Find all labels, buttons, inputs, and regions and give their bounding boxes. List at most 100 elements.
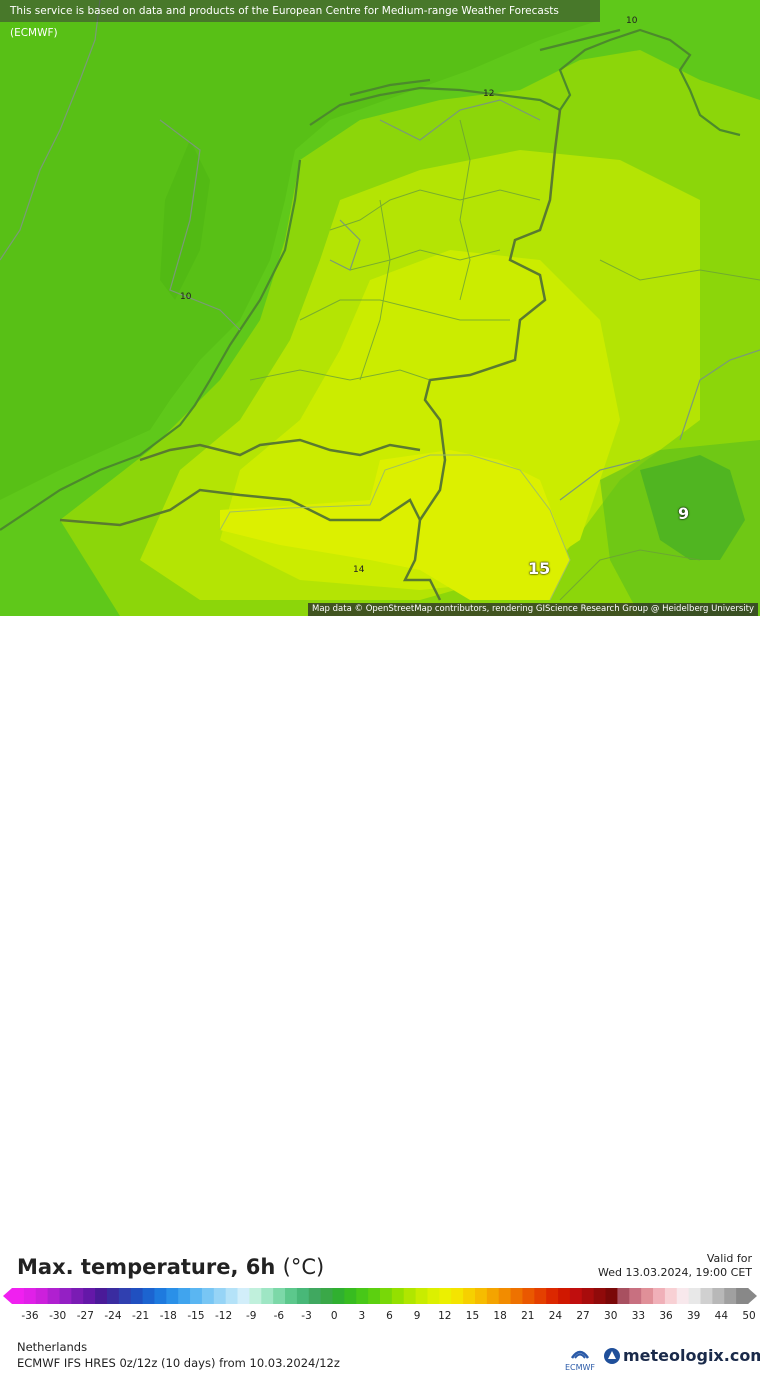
scale-tick-label: 27 [576,1310,589,1322]
legend-footer: Max. temperature, 6h (°C) Valid for Wed … [0,616,760,1372]
scale-swatch [95,1288,108,1304]
sea-zone [0,0,600,500]
scale-swatch [688,1288,702,1304]
scale-swatch [605,1288,618,1304]
scale-swatch [59,1288,72,1304]
ecmwf-logo-text: ECMWF [565,1363,595,1372]
scale-swatch [593,1288,607,1304]
scale-tick-label: 30 [604,1310,617,1322]
scale-tick-label: 3 [359,1310,366,1322]
scale-swatch [130,1288,144,1304]
min-temp-label: 9 [678,504,690,523]
scale-swatch [510,1288,523,1304]
map-attribution[interactable]: Map data © OpenStreetMap contributors, r… [308,603,758,616]
scale-swatch [190,1288,203,1304]
scale-swatch [35,1288,49,1304]
scale-swatch [368,1288,381,1304]
scale-swatch [23,1288,37,1304]
scale-swatch [261,1288,274,1304]
scale-tick-label: 36 [659,1310,673,1322]
scale-swatch [142,1288,155,1304]
scale-swatch [569,1288,583,1304]
scale-swatch [344,1288,357,1304]
scale-tick-label: 50 [742,1310,755,1322]
scale-tick-label: -27 [77,1310,94,1322]
scale-tick-label: 44 [715,1310,729,1322]
scale-swatch [617,1288,630,1304]
scale-tick-label: 24 [549,1310,563,1322]
scale-swatch [273,1288,286,1304]
scale-swatch [320,1288,334,1304]
scale-swatch [415,1288,428,1304]
scale-tick-label: 12 [438,1310,451,1322]
scale-tick-label: -24 [104,1310,121,1322]
scale-swatch [676,1288,690,1304]
scale-swatch [724,1288,737,1304]
scale-swatch [439,1288,452,1304]
scale-swatch [736,1288,749,1304]
scale-swatch [558,1288,571,1304]
title-unit: (°C) [282,1255,325,1279]
scale-swatch [154,1288,167,1304]
scale-tick-label: 15 [466,1310,479,1322]
scale-swatch [118,1288,132,1304]
scale-swatch [629,1288,642,1304]
scale-swatch [296,1288,310,1304]
scale-swatch [380,1288,393,1304]
scale-swatch [474,1288,488,1304]
scale-swatch [653,1288,666,1304]
scale-right-arrow [748,1288,757,1304]
coastline [0,28,741,531]
scale-swatch [463,1288,476,1304]
scale-swatch [641,1288,654,1304]
scale-swatch [581,1288,595,1304]
scale-tick-label: -6 [274,1310,285,1322]
title-text: Max. temperature, 6h [17,1255,276,1279]
scale-swatch [225,1288,239,1304]
map-canvas [0,0,760,616]
contour-label-10-west: 10 [180,292,192,302]
scale-swatch [285,1288,298,1304]
ecmwf-notice: This service is based on data and produc… [0,0,600,39]
scale-tick-label: 33 [632,1310,645,1322]
scale-swatch [546,1288,559,1304]
scale-swatch [12,1288,25,1304]
scale-swatch [237,1288,250,1304]
scale-tick-label: -15 [187,1310,204,1322]
contour-label-10-north: 10 [626,16,638,26]
max-temp-label: 15 [528,559,551,578]
valid-time: Wed 13.03.2024, 19:00 CET [598,1266,752,1279]
scale-swatch [213,1288,227,1304]
temperature-map[interactable]: This service is based on data and produc… [0,0,760,616]
isotherms [0,0,760,501]
scale-tick-label: -3 [301,1310,311,1322]
country-border [59,109,562,601]
brand-name[interactable]: meteologix.com [623,1346,760,1365]
warmest-zone [220,450,570,600]
scale-swatch [166,1288,179,1304]
warm-isotherm [219,454,571,601]
scale-swatch [178,1288,191,1304]
scale-swatch [427,1288,440,1304]
scale-swatch [403,1288,417,1304]
meteologix-logo-icon [604,1348,620,1364]
color-scale: -36 -30 -27 -24 -21 -18 -15 -12 -9 -6 -3 0 3 6 9 12 15 18… [3,1288,757,1322]
scale-left-arrow [3,1288,12,1304]
scale-swatch [486,1288,500,1304]
scale-swatch [700,1288,713,1304]
scale-swatch [712,1288,725,1304]
offshore-cool-zone [160,140,210,300]
scale-swatch [498,1288,512,1304]
scale-tick-label: 6 [386,1310,393,1322]
contour-label-12: 12 [483,89,495,99]
ecmwf-logo-icon: ECMWF [565,1350,595,1372]
scale-swatch [106,1288,120,1304]
scale-tick-label: 39 [687,1310,700,1322]
scale-swatch [522,1288,535,1304]
scale-swatch [47,1288,60,1304]
scale-tick-label: -30 [49,1310,66,1322]
region-name: Netherlands [17,1340,88,1354]
scale-tick-label: 21 [521,1310,534,1322]
scale-swatch [249,1288,262,1304]
scale-swatch [534,1288,547,1304]
